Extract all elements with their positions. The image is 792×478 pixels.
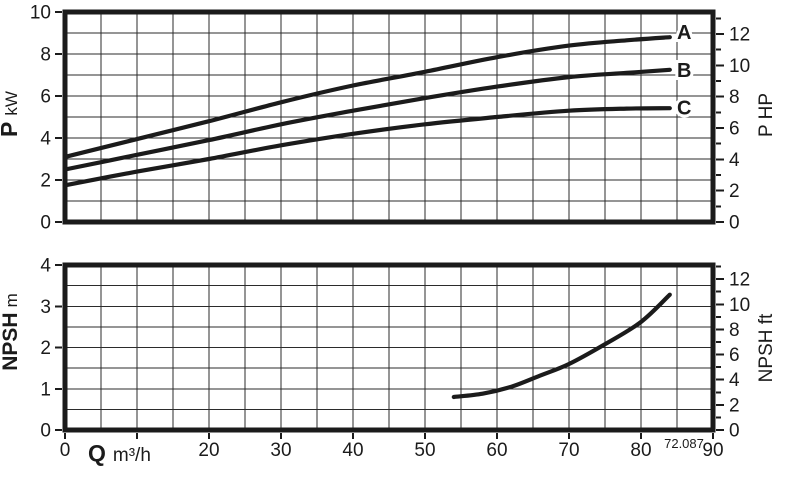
x-tick-label: 0	[60, 440, 71, 461]
curves	[62, 35, 672, 188]
curve-A	[62, 35, 672, 159]
axis-title-npsh-symbol: NPSH	[0, 312, 22, 370]
y-left-tick-label: 6	[40, 87, 51, 108]
plot-power-vs-flow: 0 2 4 6 8 10 0 2 4 6 8 10 12 ABC	[30, 3, 750, 234]
y-right-tick-label: 10	[729, 295, 750, 316]
y-right-tick-label: 6	[729, 345, 740, 366]
y-right-tick-label: 8	[729, 320, 740, 341]
grid	[65, 265, 713, 430]
curve-label-B: B	[677, 60, 691, 82]
curve-label-A: A	[677, 22, 691, 44]
x-tick-label: 30	[270, 440, 291, 461]
grid	[65, 12, 713, 222]
y-left-tick-label: 8	[40, 45, 51, 66]
x-tick-label: 20	[198, 440, 219, 461]
axis-title-power-kw: PkW	[0, 91, 22, 137]
ticks	[55, 11, 724, 223]
axis-title-npsh-unit: m	[2, 293, 21, 307]
y-right-tick-label: 12	[729, 25, 750, 46]
y-left-tick-label: 0	[40, 213, 51, 234]
y-right-tick-label: 6	[729, 119, 740, 140]
ticks	[55, 264, 724, 439]
plot-border	[62, 262, 716, 433]
x-axis-title-unit: m³/h	[113, 445, 151, 466]
y-right-tick-label: 2	[729, 395, 740, 416]
y-right-tick-label: 10	[729, 56, 750, 77]
y-left-tick-label: 4	[40, 256, 51, 277]
y-left-tick-label: 2	[40, 171, 51, 192]
plot-border	[62, 9, 716, 225]
x-tick-label: 90	[702, 440, 723, 461]
curve-C	[62, 106, 672, 188]
curve-NPSH	[451, 292, 672, 400]
curves	[451, 292, 672, 400]
y-left-tick-label: 4	[40, 129, 51, 150]
axis-title-npsh-ft: NPSH ft	[756, 313, 777, 382]
y-right-tick-label: 0	[729, 421, 740, 442]
y-right-tick-label: 12	[729, 270, 750, 291]
axis-title-npsh-m: NPSH m	[0, 293, 22, 371]
y-right-tick-label: 0	[729, 213, 740, 234]
x-tick-label: 40	[342, 440, 363, 461]
y-left-tick-label: 1	[40, 379, 51, 400]
curve-label-C: C	[677, 98, 691, 120]
x-tick-label: 60	[486, 440, 507, 461]
x-tick-label: 80	[630, 440, 651, 461]
y-right-tick-label: 8	[729, 87, 740, 108]
y-right-tick-label: 4	[729, 370, 740, 391]
figure-code: 72.087	[664, 436, 704, 451]
y-right-tick-label: 2	[729, 181, 740, 202]
y-left-tick-label: 3	[40, 297, 51, 318]
axis-title-power-symbol: P	[0, 122, 22, 137]
x-axis-title-symbol: Q	[88, 440, 106, 466]
y-left-tick-label: 10	[30, 3, 51, 24]
y-left-tick-label: 0	[40, 421, 51, 442]
tick-labels: 0 2 4 6 8 10 0 2 4 6 8 10 12	[30, 3, 750, 234]
y-right-tick-label: 4	[729, 150, 740, 171]
axis-title-power-unit: kW	[2, 91, 21, 116]
x-tick-label: 70	[558, 440, 579, 461]
x-tick-label: 50	[414, 440, 435, 461]
y-left-tick-label: 2	[40, 338, 51, 359]
curve-B	[62, 67, 672, 172]
axis-title-power-hp: P HP	[756, 93, 777, 137]
